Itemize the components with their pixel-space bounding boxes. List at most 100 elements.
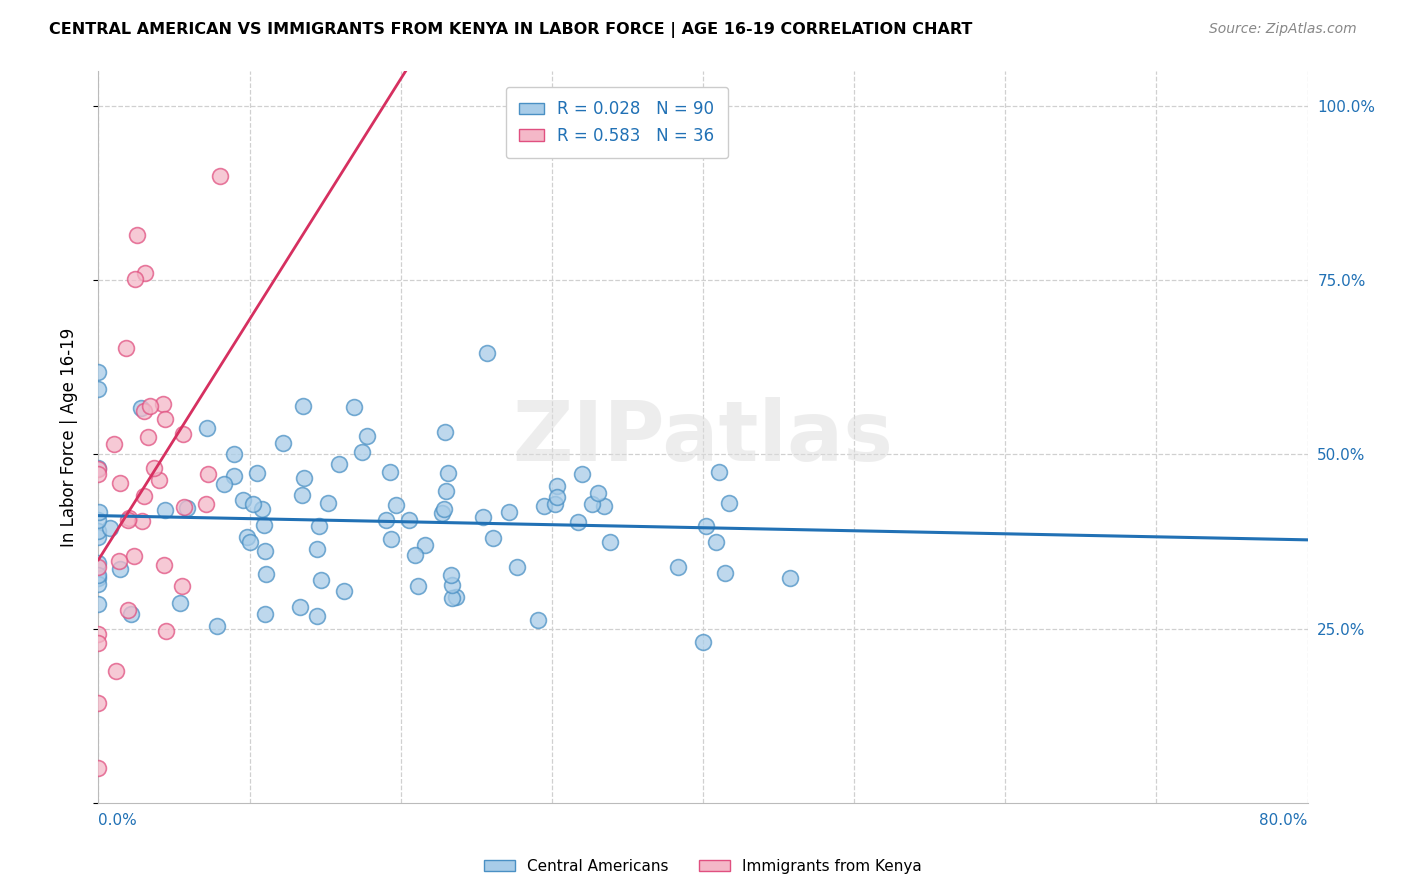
Point	[87, 567, 110, 582]
Point	[108, 475, 131, 490]
Point	[87, 461, 110, 475]
Point	[132, 404, 155, 418]
Text: CENTRAL AMERICAN VS IMMIGRANTS FROM KENYA IN LABOR FORCE | AGE 16-19 CORRELATION: CENTRAL AMERICAN VS IMMIGRANTS FROM KENY…	[49, 22, 973, 38]
Point	[415, 538, 437, 552]
Point	[117, 603, 139, 617]
Point	[87, 559, 110, 574]
Point	[406, 579, 429, 593]
Point	[103, 437, 125, 451]
Point	[236, 530, 259, 544]
Point	[356, 429, 378, 443]
Point	[87, 365, 110, 379]
Point	[404, 549, 426, 563]
Point	[152, 397, 174, 411]
Point	[209, 169, 232, 183]
Point	[434, 483, 457, 498]
Point	[709, 465, 731, 479]
Point	[546, 479, 568, 493]
Point	[506, 560, 529, 574]
Point	[212, 477, 235, 491]
Point	[475, 345, 498, 359]
Point	[120, 607, 142, 621]
Point	[172, 426, 194, 441]
Point	[173, 500, 195, 515]
Point	[127, 227, 149, 242]
Point	[131, 514, 153, 528]
Point	[172, 579, 194, 593]
Point	[143, 461, 166, 475]
Point	[666, 559, 689, 574]
Point	[176, 501, 198, 516]
Point	[308, 519, 330, 533]
Point	[87, 761, 110, 775]
Point	[153, 412, 176, 426]
Point	[717, 496, 740, 510]
Point	[224, 447, 246, 461]
Point	[87, 382, 110, 396]
Point	[122, 549, 145, 563]
Point	[309, 574, 332, 588]
Point	[124, 271, 146, 285]
Point	[318, 496, 340, 510]
Point	[246, 466, 269, 480]
Point	[444, 590, 467, 604]
Point	[148, 473, 170, 487]
Point	[271, 436, 294, 450]
Point	[250, 502, 273, 516]
Point	[134, 266, 156, 280]
Point	[98, 521, 121, 535]
Point	[714, 566, 737, 580]
Point	[222, 468, 245, 483]
Point	[292, 470, 315, 484]
Point	[482, 531, 505, 545]
Point	[352, 444, 374, 458]
Point	[593, 499, 616, 513]
Point	[586, 485, 609, 500]
Text: 80.0%: 80.0%	[1260, 814, 1308, 829]
Point	[87, 556, 110, 570]
Point	[498, 504, 520, 518]
Point	[197, 467, 219, 482]
Point	[307, 542, 329, 557]
Point	[343, 401, 366, 415]
Point	[333, 583, 356, 598]
Point	[253, 517, 276, 532]
Point	[153, 558, 176, 573]
Legend: Central Americans, Immigrants from Kenya: Central Americans, Immigrants from Kenya	[478, 853, 928, 880]
Point	[132, 489, 155, 503]
Point	[434, 425, 457, 440]
Point	[328, 457, 350, 471]
Point	[290, 600, 312, 615]
Point	[527, 613, 550, 627]
Point	[195, 421, 218, 435]
Point	[195, 497, 218, 511]
Point	[430, 506, 453, 520]
Point	[398, 512, 420, 526]
Point	[291, 488, 314, 502]
Point	[104, 664, 127, 678]
Point	[254, 567, 277, 582]
Point	[169, 596, 191, 610]
Point	[87, 598, 110, 612]
Point	[87, 627, 110, 641]
Point	[704, 535, 727, 549]
Point	[153, 502, 176, 516]
Point	[374, 513, 396, 527]
Point	[533, 500, 555, 514]
Point	[380, 466, 402, 480]
Point	[242, 497, 264, 511]
Text: ZIPatlas: ZIPatlas	[513, 397, 893, 477]
Point	[472, 510, 495, 524]
Point	[380, 533, 402, 547]
Point	[87, 636, 110, 650]
Point	[779, 571, 801, 585]
Point	[307, 609, 329, 624]
Point	[567, 515, 589, 529]
Point	[155, 624, 177, 638]
Point	[118, 510, 141, 524]
Point	[138, 430, 160, 444]
Legend: R = 0.028   N = 90, R = 0.583   N = 36: R = 0.028 N = 90, R = 0.583 N = 36	[506, 87, 728, 158]
Point	[291, 399, 314, 413]
Point	[87, 577, 110, 591]
Point	[87, 696, 110, 710]
